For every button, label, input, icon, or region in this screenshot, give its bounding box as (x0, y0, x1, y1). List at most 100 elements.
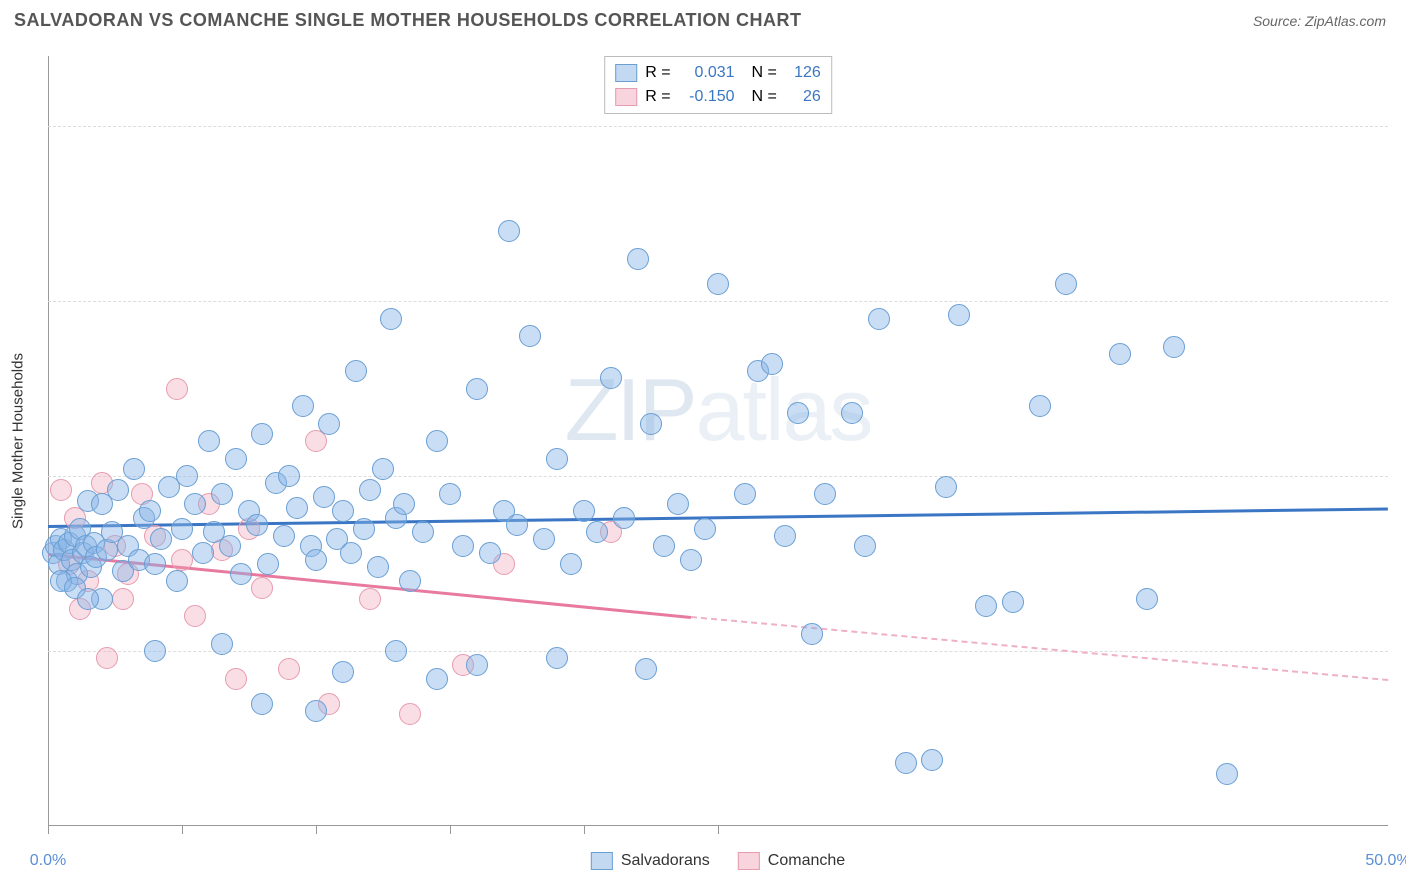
chart-container: Single Mother Households ZIPatlas 5.0%10… (48, 56, 1388, 826)
scatter-point (273, 525, 295, 547)
scatter-point (345, 360, 367, 382)
scatter-point (1002, 591, 1024, 613)
scatter-point (198, 430, 220, 452)
scatter-point (1216, 763, 1238, 785)
scatter-point (707, 273, 729, 295)
scatter-point (546, 647, 568, 669)
legend-label: Comanche (768, 852, 845, 870)
scatter-point (305, 700, 327, 722)
scatter-point (868, 308, 890, 330)
scatter-point (975, 595, 997, 617)
scatter-point (506, 514, 528, 536)
scatter-point (305, 549, 327, 571)
scatter-point (466, 378, 488, 400)
x-tick (718, 826, 719, 834)
scatter-point (372, 458, 394, 480)
grid-line (48, 651, 1388, 652)
y-axis-label: Single Mother Households (10, 353, 27, 529)
x-tick (450, 826, 451, 834)
scatter-point (144, 553, 166, 575)
scatter-point (854, 535, 876, 557)
scatter-point (498, 220, 520, 242)
scatter-point (613, 507, 635, 529)
scatter-point (586, 521, 608, 543)
stat-n-label: N = (743, 85, 777, 109)
scatter-point (219, 535, 241, 557)
legend-item-comanche: Comanche (738, 852, 845, 870)
scatter-point (694, 518, 716, 540)
scatter-point (452, 535, 474, 557)
scatter-point (96, 647, 118, 669)
swatch-blue-icon (591, 852, 613, 870)
scatter-point (251, 423, 273, 445)
scatter-point (225, 668, 247, 690)
scatter-point (332, 500, 354, 522)
stat-r-label: R = (645, 85, 670, 109)
grid-line (48, 476, 1388, 477)
grid-line (48, 301, 1388, 302)
stats-box: R = 0.031 N = 126 R = -0.150 N = 26 (604, 56, 832, 114)
x-tick (48, 826, 49, 834)
scatter-point (230, 563, 252, 585)
legend-bottom: Salvadorans Comanche (591, 852, 845, 870)
scatter-point (278, 658, 300, 680)
scatter-point (653, 535, 675, 557)
y-axis (48, 56, 49, 826)
stat-n-value-2: 26 (785, 85, 821, 109)
scatter-point (292, 395, 314, 417)
scatter-point (1109, 343, 1131, 365)
scatter-point (123, 458, 145, 480)
stat-n-label: N = (743, 61, 777, 85)
scatter-point (393, 493, 415, 515)
scatter-point (251, 577, 273, 599)
scatter-point (640, 413, 662, 435)
scatter-point (439, 483, 461, 505)
x-tick (182, 826, 183, 834)
scatter-point (184, 493, 206, 515)
scatter-point (112, 588, 134, 610)
scatter-point (1029, 395, 1051, 417)
scatter-point (948, 304, 970, 326)
scatter-point (399, 570, 421, 592)
stats-row-salvadorans: R = 0.031 N = 126 (615, 61, 821, 85)
scatter-point (1136, 588, 1158, 610)
scatter-point (340, 542, 362, 564)
scatter-point (313, 486, 335, 508)
scatter-point (627, 248, 649, 270)
x-tick (316, 826, 317, 834)
scatter-point (814, 483, 836, 505)
scatter-point (841, 402, 863, 424)
scatter-point (385, 640, 407, 662)
scatter-point (533, 528, 555, 550)
scatter-point (139, 500, 161, 522)
scatter-point (166, 570, 188, 592)
legend-item-salvadorans: Salvadorans (591, 852, 710, 870)
scatter-point (426, 668, 448, 690)
scatter-point (211, 633, 233, 655)
scatter-point (412, 521, 434, 543)
scatter-point (192, 542, 214, 564)
scatter-point (761, 353, 783, 375)
scatter-point (635, 658, 657, 680)
scatter-point (359, 588, 381, 610)
stat-r-label: R = (645, 61, 670, 85)
scatter-point (921, 749, 943, 771)
scatter-point (166, 378, 188, 400)
scatter-point (251, 693, 273, 715)
scatter-point (171, 549, 193, 571)
scatter-point (50, 479, 72, 501)
scatter-point (176, 465, 198, 487)
scatter-point (466, 654, 488, 676)
scatter-point (895, 752, 917, 774)
scatter-point (774, 525, 796, 547)
scatter-point (246, 514, 268, 536)
scatter-point (667, 493, 689, 515)
scatter-point (107, 479, 129, 501)
scatter-point (380, 308, 402, 330)
scatter-point (278, 465, 300, 487)
stat-n-value-1: 126 (785, 61, 821, 85)
source-attribution: Source: ZipAtlas.com (1253, 13, 1386, 29)
scatter-point (332, 661, 354, 683)
stats-row-comanche: R = -0.150 N = 26 (615, 85, 821, 109)
x-tick (584, 826, 585, 834)
